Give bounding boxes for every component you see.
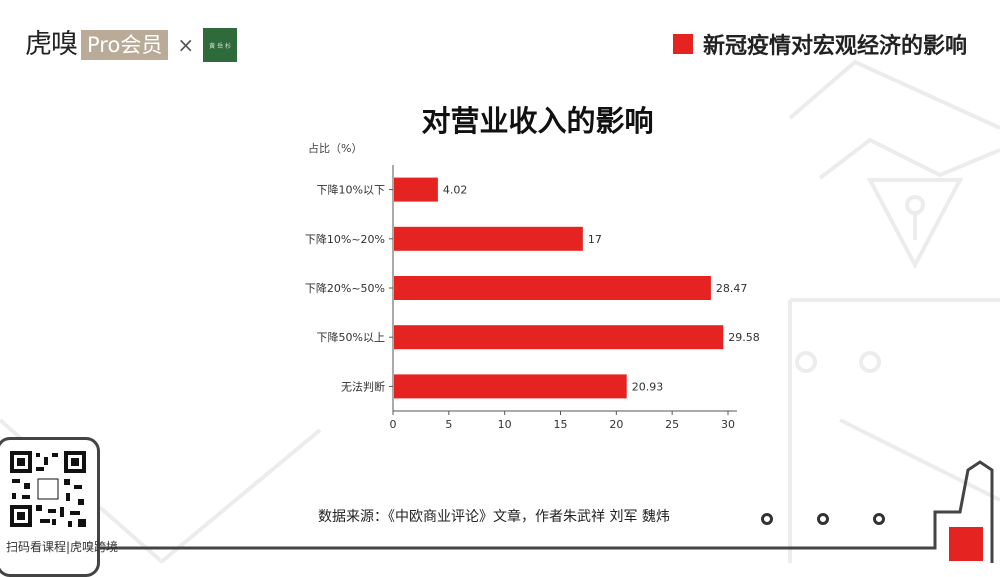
bar: [394, 325, 724, 350]
red-square-icon: [672, 34, 693, 54]
data-label: 28.47: [716, 282, 748, 295]
section-title-text: 新冠疫情对宏观经济的影响: [702, 34, 967, 59]
category-label: 下降10%~20%: [305, 232, 385, 246]
section-title: 新冠疫情对宏观经济的影响: [672, 28, 967, 60]
chart-title: 对营业收入的影响: [421, 104, 654, 138]
qr-code-icon[interactable]: [8, 449, 88, 529]
category-label: 下降50%以上: [317, 330, 385, 344]
bar: [394, 374, 627, 399]
data-label: 17: [588, 233, 602, 246]
corner-red-square: [949, 527, 983, 561]
x-tick-label: 0: [390, 418, 397, 431]
x-tick-label: 5: [445, 418, 452, 431]
x-tick-label: 10: [498, 418, 512, 431]
data-label: 4.02: [443, 184, 468, 197]
x-tick-label: 15: [554, 418, 568, 431]
times-sign: ×: [177, 33, 195, 57]
y-axis-label: 占比（%）: [308, 141, 362, 155]
pro-badge: Pro会员: [81, 30, 169, 60]
bar: [394, 177, 438, 202]
dot-icon: [817, 513, 829, 525]
data-source: 数据来源：《中欧商业评论》文章，作者朱武祥 刘军 魏炜: [318, 509, 670, 525]
brand-logo-row: 虎嗅 Pro会员 × 黄 岳 杉: [25, 28, 238, 62]
bar-chart: 占比（%） 下降10%以下 4.02 下降10%~20% 17 下降20%~50% 28.…: [305, 141, 760, 431]
bar: [394, 226, 583, 251]
dot-icon: [761, 513, 773, 525]
bar: [394, 276, 711, 300]
data-label: 20.93: [632, 380, 664, 393]
x-tick-label: 25: [665, 418, 679, 431]
x-tick-label: 20: [609, 418, 623, 431]
brand-name: 虎嗅: [25, 29, 78, 60]
partner-logo: 黄 岳 杉: [203, 28, 238, 62]
category-label: 下降20%~50%: [305, 281, 385, 295]
qr-caption: 扫码看课程|虎嗅跨境: [6, 540, 119, 554]
dot-icon: [873, 513, 885, 525]
x-tick-label: 30: [721, 418, 735, 431]
data-label: 29.58: [728, 331, 760, 344]
category-label: 下降10%以下: [317, 183, 385, 197]
category-label: 无法判断: [341, 379, 385, 393]
